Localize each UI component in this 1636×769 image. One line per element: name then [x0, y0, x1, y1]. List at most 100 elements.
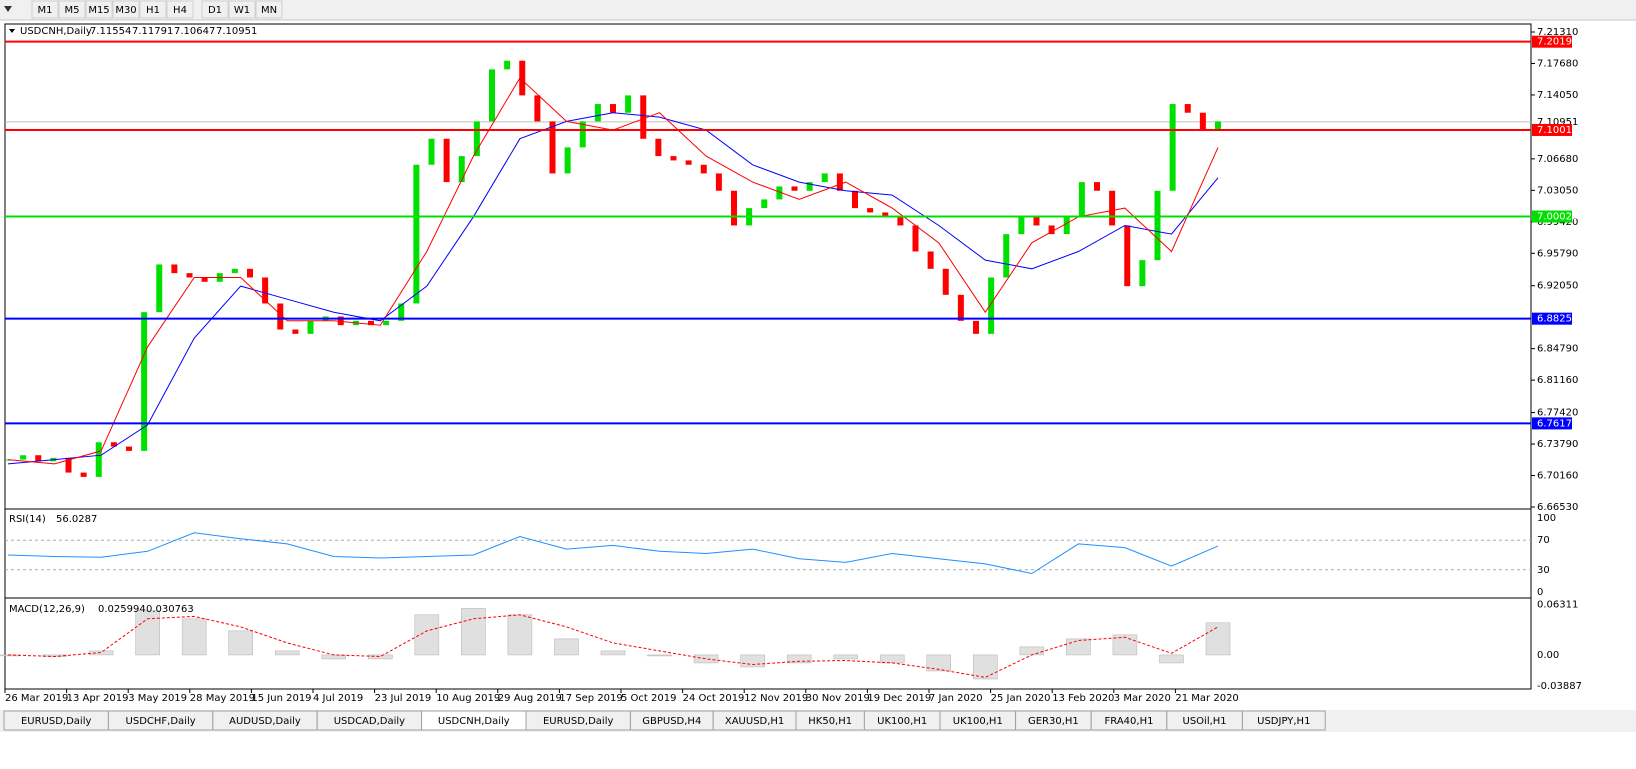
candle [625, 95, 632, 113]
timeframe-label[interactable]: H1 [146, 5, 160, 16]
macd-bar [1205, 622, 1231, 656]
candle [141, 312, 148, 451]
macd-bar [693, 654, 719, 664]
tab-label[interactable]: EURUSD,Daily [543, 716, 614, 727]
timeframe-label[interactable]: H4 [173, 5, 187, 16]
macd-bar [554, 638, 579, 656]
candle [337, 316, 344, 326]
macd-bar [1066, 638, 1091, 656]
candle [836, 173, 843, 191]
macd-bar [88, 650, 114, 656]
macd-bar [181, 618, 207, 656]
macd-tick-label: -0.03887 [1537, 681, 1582, 692]
macd-bar [414, 614, 440, 656]
timeframe-button[interactable] [228, 0, 256, 19]
tab-label[interactable]: USDCHF,Daily [126, 716, 196, 727]
candle [594, 104, 601, 122]
date-label: 29 Aug 2019 [498, 693, 562, 704]
candle [1199, 112, 1206, 131]
candle [368, 320, 374, 326]
ohlc-value: 7.10647 [174, 26, 215, 37]
tab-label[interactable]: UK100,H1 [877, 716, 927, 727]
tab-label[interactable]: HK50,H1 [808, 716, 852, 727]
price-tick-label: 7.14050 [1537, 90, 1578, 101]
candle [307, 320, 314, 334]
candle [1094, 182, 1100, 191]
candle [867, 208, 874, 213]
price-tick-label: 6.92050 [1537, 281, 1578, 292]
date-label: 26 Mar 2019 [5, 693, 68, 704]
date-label: 5 Oct 2019 [621, 693, 676, 704]
timeframe-label[interactable]: MN [261, 5, 277, 16]
tab-label[interactable]: USOil,H1 [1183, 716, 1227, 727]
date-label: 3 Mar 2020 [1114, 693, 1171, 704]
timeframe-button[interactable] [166, 0, 194, 19]
date-label: 4 Jul 2019 [313, 693, 363, 704]
tab-label[interactable]: USDCAD,Daily [334, 716, 405, 727]
timeframe-button[interactable] [85, 0, 113, 19]
candle [564, 147, 571, 174]
timeframe-button[interactable] [112, 0, 140, 19]
candle [957, 294, 964, 321]
candle [65, 457, 72, 473]
candle [262, 277, 269, 304]
candle [186, 273, 193, 278]
price-tick-label: 6.66530 [1537, 502, 1578, 513]
timeframe-label[interactable]: M1 [38, 5, 53, 16]
macd-bar [740, 654, 765, 668]
candle [731, 190, 737, 226]
rsi-value: 56.0287 [56, 514, 97, 525]
candle [443, 138, 450, 183]
macd-main: 0.025994 [98, 604, 146, 615]
macd-bar [507, 614, 533, 656]
tab-label[interactable]: USDJPY,H1 [1257, 716, 1310, 727]
tab-label[interactable]: EURUSD,Daily [21, 716, 92, 727]
macd-bar [368, 654, 393, 660]
tab-label[interactable]: XAUUSD,H1 [725, 716, 784, 727]
timeframe-label[interactable]: M30 [115, 5, 136, 16]
candle [413, 164, 420, 304]
candle [821, 173, 828, 183]
timeframe-label[interactable]: W1 [234, 5, 250, 16]
candle [912, 225, 919, 252]
date-label: 21 Mar 2020 [1175, 693, 1238, 704]
timeframe-button[interactable] [58, 0, 86, 19]
timeframe-label[interactable]: M15 [88, 5, 109, 16]
candle [201, 277, 208, 282]
date-label: 15 Jun 2019 [251, 693, 311, 704]
rsi-tick-label: 0 [1537, 587, 1543, 598]
candle [1109, 190, 1116, 226]
candle [685, 160, 692, 165]
tab-label[interactable]: GBPUSD,H4 [642, 716, 701, 727]
timeframe-label[interactable]: D1 [208, 5, 222, 16]
level-box [1532, 210, 1572, 223]
timeframe-button[interactable] [255, 0, 283, 19]
candle [95, 442, 102, 477]
tab-label[interactable]: UK100,H1 [953, 716, 1003, 727]
date-label: 17 Sep 2019 [559, 693, 622, 704]
level-box [1532, 123, 1572, 136]
tab[interactable] [1241, 710, 1326, 731]
macd-tick-label: 0.06311 [1537, 599, 1578, 610]
timeframe-button[interactable] [139, 0, 167, 19]
tab-label[interactable]: GER30,H1 [1028, 716, 1079, 727]
timeframe-label[interactable]: M5 [65, 5, 80, 16]
chart-menu-icon[interactable] [9, 29, 15, 33]
timeframe-button[interactable] [31, 0, 59, 19]
chart-frame [4, 23, 1532, 690]
rsi-tick-label: 70 [1537, 535, 1550, 546]
toolbar-icon[interactable] [4, 6, 12, 12]
price-tick-label: 6.70160 [1537, 471, 1578, 482]
tab-label[interactable]: USDCNH,Daily [438, 716, 510, 727]
date-label: 12 Nov 2019 [744, 693, 808, 704]
price-tick-label: 7.06680 [1537, 154, 1578, 165]
timeframe-button[interactable] [201, 0, 229, 19]
date-label: 7 Jan 2020 [929, 693, 983, 704]
candle [973, 320, 979, 334]
candle [519, 60, 526, 96]
candle [927, 251, 934, 269]
rsi-tick-label: 30 [1537, 565, 1550, 576]
tab-label[interactable]: AUDUSD,Daily [229, 716, 301, 727]
tab-label[interactable]: FRA40,H1 [1105, 716, 1154, 727]
